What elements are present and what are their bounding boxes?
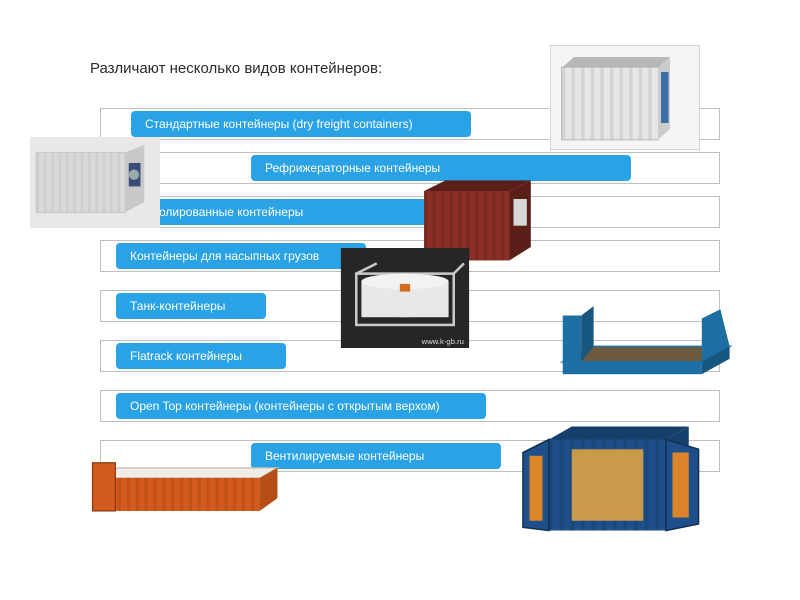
illustration-reefer_white <box>30 135 160 230</box>
bar-label: Вентилируемые контейнеры <box>251 443 501 469</box>
svg-text:www.k-gb.ru: www.k-gb.ru <box>421 337 464 346</box>
bar-label: Стандартные контейнеры (dry freight cont… <box>131 111 471 137</box>
page-title: Различают несколько видов контейнеров: <box>90 60 382 77</box>
illustration-tank_container: www.k-gb.ru <box>340 248 470 348</box>
bar-label: Танк-контейнеры <box>116 293 266 319</box>
bar-row: Open Top контейнеры (контейнеры с открыт… <box>100 390 720 422</box>
bar-label: Изолированные контейнеры <box>131 199 441 225</box>
illustration-ventilated_blue <box>510 420 705 550</box>
illustration-flatrack_blue <box>545 300 735 385</box>
illustration-opentop_orange <box>90 455 280 525</box>
illustration-storage_white <box>550 45 700 150</box>
bar-label: Контейнеры для насыпных грузов <box>116 243 366 269</box>
bar-label: Flatrack контейнеры <box>116 343 286 369</box>
bar-label: Open Top контейнеры (контейнеры с открыт… <box>116 393 486 419</box>
